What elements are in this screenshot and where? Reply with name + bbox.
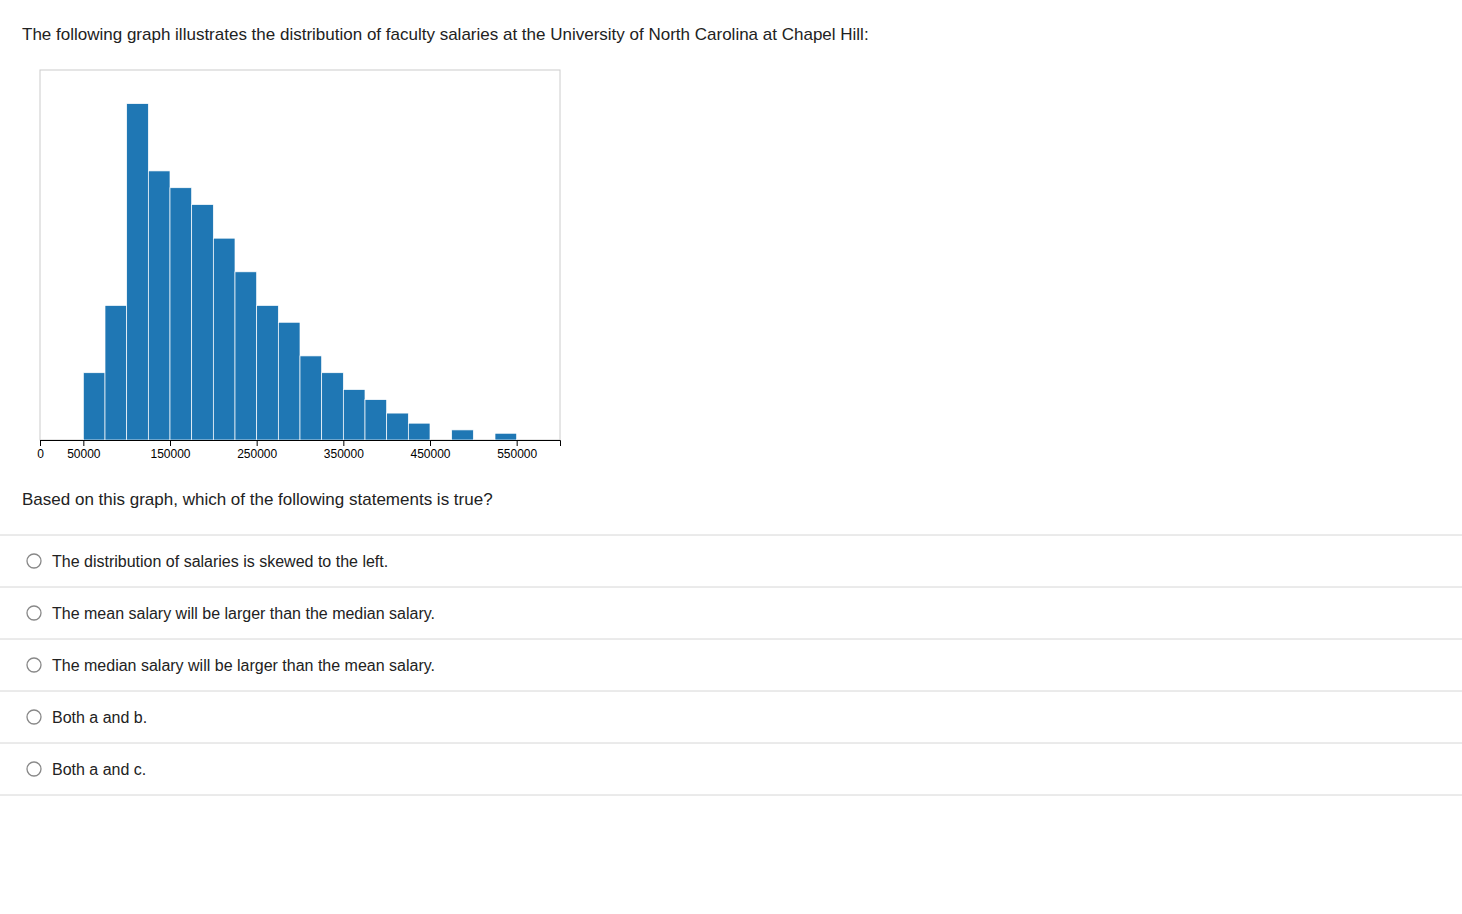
x-tick-mark <box>430 440 431 446</box>
histogram-bar <box>408 423 430 440</box>
option: The distribution of salaries is skewed t… <box>52 553 388 570</box>
option: Both a and c. <box>52 761 146 778</box>
histogram-bar <box>495 433 517 440</box>
histogram-bar <box>365 400 387 440</box>
x-tick-label: 550000 <box>497 447 537 461</box>
x-tick-mark <box>170 440 171 446</box>
page: The following graph illustrates the dist… <box>0 0 1462 914</box>
bars <box>83 104 516 440</box>
x-tick-mark <box>343 440 344 446</box>
histogram-bar <box>127 104 149 440</box>
x-tick: 0 <box>37 440 44 461</box>
option: The mean salary will be larger than the … <box>52 605 435 622</box>
x-tick: 250000 <box>237 440 277 461</box>
x-tick: 350000 <box>324 440 364 461</box>
separator <box>0 691 1462 692</box>
x-tick: 50000 <box>67 440 101 461</box>
histogram-bar <box>278 322 300 440</box>
x-tick-mark <box>257 440 258 446</box>
histogram-bar <box>322 373 344 440</box>
x-tick-label: 50000 <box>67 447 101 461</box>
chart: 0 50000 150000 250000 350000 450000 550000 <box>37 70 560 461</box>
x-tick-mark <box>517 440 518 446</box>
x-tick-label: 0 <box>37 447 44 461</box>
x-tick-label: 350000 <box>324 447 364 461</box>
histogram-bar <box>83 373 105 440</box>
separator <box>0 795 1462 796</box>
option: The median salary will be larger than th… <box>52 657 435 674</box>
x-axis: 0 50000 150000 250000 350000 450000 550000 <box>37 440 560 461</box>
histogram-bar <box>105 305 127 440</box>
histogram-bar <box>235 272 257 440</box>
x-tick: 550000 <box>497 440 537 461</box>
x-tick-label: 450000 <box>410 447 450 461</box>
option: Both a and b. <box>52 709 147 726</box>
x-tick-label: 250000 <box>237 447 277 461</box>
radio <box>27 554 41 568</box>
title: The following graph illustrates the dist… <box>22 25 869 44</box>
histogram-bar <box>300 356 322 440</box>
histogram-bar <box>148 171 170 440</box>
radio <box>27 710 41 724</box>
histogram-bar <box>257 305 279 440</box>
histogram-bar <box>387 413 409 440</box>
separator <box>0 535 1462 536</box>
x-tick: 150000 <box>150 440 190 461</box>
separator <box>0 639 1462 640</box>
separator <box>0 743 1462 744</box>
histogram-bar <box>192 205 214 440</box>
x-tick-label: 150000 <box>150 447 190 461</box>
x-tick-mark <box>40 440 41 446</box>
plot-frame <box>40 70 560 440</box>
histogram-bar <box>213 238 235 440</box>
radio <box>27 606 41 620</box>
histogram-bar <box>170 188 192 440</box>
radio <box>27 762 41 776</box>
x-tick-mark <box>83 440 84 446</box>
radio <box>27 658 41 672</box>
question: Based on this graph, which of the follow… <box>22 490 493 509</box>
histogram-bar <box>343 390 365 440</box>
x-tick: 450000 <box>410 440 450 461</box>
x-axis-line <box>41 441 561 447</box>
histogram-bar <box>452 430 474 440</box>
separator <box>0 587 1462 588</box>
